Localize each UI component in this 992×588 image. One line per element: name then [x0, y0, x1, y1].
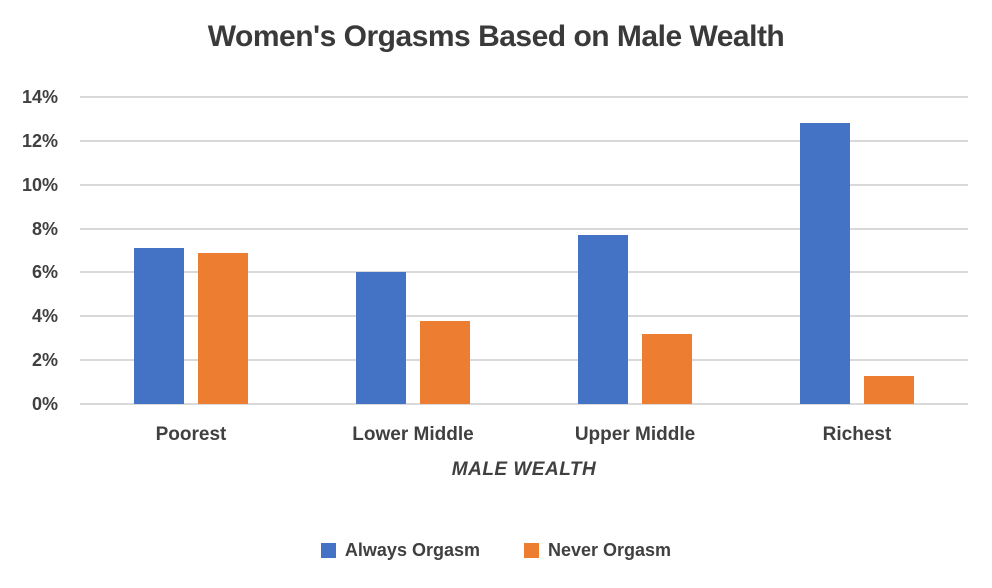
bar-never-orgasm-lower-middle	[420, 320, 470, 404]
bars-layer	[80, 97, 968, 404]
bar-group-upper-middle	[524, 97, 746, 404]
y-tick-label: 12%	[21, 130, 58, 151]
bar-never-orgasm-upper-middle	[642, 333, 692, 404]
legend-swatch-icon	[320, 543, 336, 558]
y-tick-label: 6%	[31, 262, 58, 283]
legend-label: Never Orgasm	[547, 540, 672, 560]
legend-swatch-icon	[523, 543, 539, 558]
bar-group-richest	[746, 97, 968, 404]
legend: Always Orgasm Never Orgasm	[0, 540, 992, 561]
gridline	[80, 271, 968, 274]
x-category-label-upper-middle: Upper Middle	[574, 424, 696, 445]
y-axis: 0% 2% 4% 6% 8% 10% 12% 14%	[0, 88, 58, 413]
legend-label: Always Orgasm	[344, 540, 480, 560]
y-tick-label: 2%	[31, 350, 58, 371]
y-tick-label: 8%	[31, 218, 58, 239]
legend-item-always-orgasm: Always Orgasm	[320, 540, 480, 561]
bar-never-orgasm-poorest	[198, 252, 248, 404]
y-tick-label: 14%	[21, 87, 58, 107]
legend-item-never-orgasm: Never Orgasm	[523, 540, 672, 561]
y-tick-label: 4%	[31, 306, 58, 327]
gridline	[80, 359, 968, 362]
bar-group-poorest	[80, 97, 302, 404]
y-tick-label: 0%	[31, 394, 58, 414]
bar-always-orgasm-richest	[800, 123, 850, 404]
gridline	[80, 315, 968, 318]
gridline	[80, 139, 968, 142]
bar-always-orgasm-upper-middle	[578, 235, 628, 404]
bar-always-orgasm-lower-middle	[356, 272, 406, 404]
gridline	[80, 96, 968, 98]
x-axis: Poorest Lower Middle Upper Middle Richest	[80, 424, 968, 446]
gridline	[80, 403, 968, 405]
gridline	[80, 227, 968, 230]
x-axis-title: MALE WEALTH	[451, 459, 597, 480]
x-category-label-lower-middle: Lower Middle	[352, 424, 474, 445]
gridline	[80, 183, 968, 186]
bar-always-orgasm-poorest	[134, 248, 184, 404]
bar-group-lower-middle	[302, 97, 524, 404]
plot-area	[80, 96, 968, 405]
chart-title: Women's Orgasms Based on Male Wealth	[207, 20, 785, 53]
y-tick-label: 10%	[21, 174, 58, 195]
x-category-label-richest: Richest	[822, 424, 892, 445]
bar-never-orgasm-richest	[864, 375, 914, 404]
x-category-label-poorest: Poorest	[155, 424, 227, 445]
